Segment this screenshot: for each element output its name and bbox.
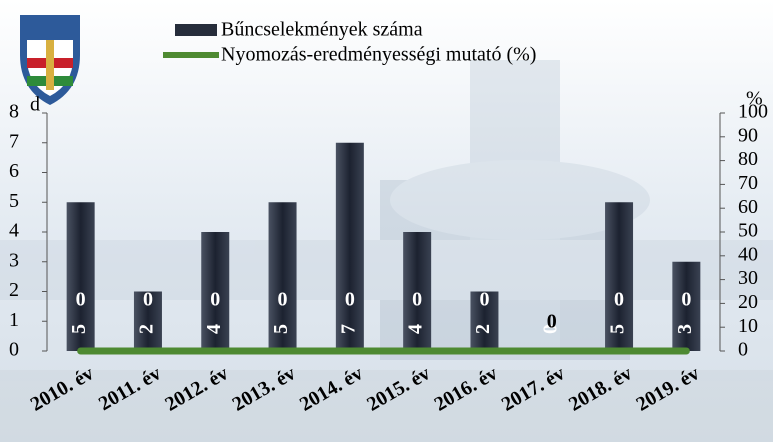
line-value-label: 0 [143, 289, 153, 311]
y-tick-label: 0 [9, 339, 19, 361]
line-value-label: 0 [681, 289, 691, 311]
y2-tick-label: 70 [738, 172, 758, 194]
y2-tick-label: 90 [738, 124, 758, 146]
y2-tick-label: 100 [738, 101, 768, 123]
legend-label: Nyomozás-eredményességi mutató (%) [221, 44, 536, 66]
line-value-label: 0 [345, 289, 355, 311]
bar-value-label: 4 [405, 324, 427, 334]
line-value-label: 0 [547, 311, 557, 333]
y-tick-label: 1 [9, 309, 19, 331]
y-tick-label: 2 [9, 279, 19, 301]
y2-tick-label: 50 [738, 220, 758, 242]
y2-tick-label: 80 [738, 148, 758, 170]
y2-tick-label: 40 [738, 243, 758, 265]
y-tick-label: 6 [9, 160, 19, 182]
bar-value-label: 2 [136, 324, 158, 334]
y-tick-label: 4 [9, 220, 19, 242]
y2-tick-label: 30 [738, 267, 758, 289]
page: Bűncselekmények száma Nyomozás-eredménye… [0, 0, 773, 442]
y2-tick-label: 60 [738, 196, 758, 218]
line-value-label: 0 [479, 289, 489, 311]
y-tick-label: 7 [9, 130, 19, 152]
bar-value-label: 3 [674, 324, 696, 334]
y-tick-label: 5 [9, 190, 19, 212]
y2-tick-label: 0 [738, 339, 748, 361]
y-tick-label: 8 [9, 101, 19, 123]
bar-value-label: 5 [68, 324, 90, 334]
line-value-label: 0 [278, 289, 288, 311]
y2-tick-label: 10 [738, 315, 758, 337]
y-axis-unit: d [30, 94, 40, 116]
bar-value-label: 7 [337, 324, 359, 334]
line-value-label: 0 [412, 289, 422, 311]
bar-value-label: 2 [472, 324, 494, 334]
legend-label: Bűncselekmények száma [221, 19, 423, 41]
bar [336, 143, 364, 351]
chart: Bűncselekmények száma Nyomozás-eredménye… [0, 0, 773, 442]
line-value-label: 0 [76, 289, 86, 311]
y2-tick-label: 20 [738, 291, 758, 313]
y-tick-label: 3 [9, 249, 19, 271]
bar-value-label: 5 [607, 324, 629, 334]
bar-value-label: 5 [270, 324, 292, 334]
legend-swatch [175, 24, 217, 36]
line-value-label: 0 [210, 289, 220, 311]
line-value-label: 0 [614, 289, 624, 311]
bar-value-label: 4 [203, 324, 225, 334]
